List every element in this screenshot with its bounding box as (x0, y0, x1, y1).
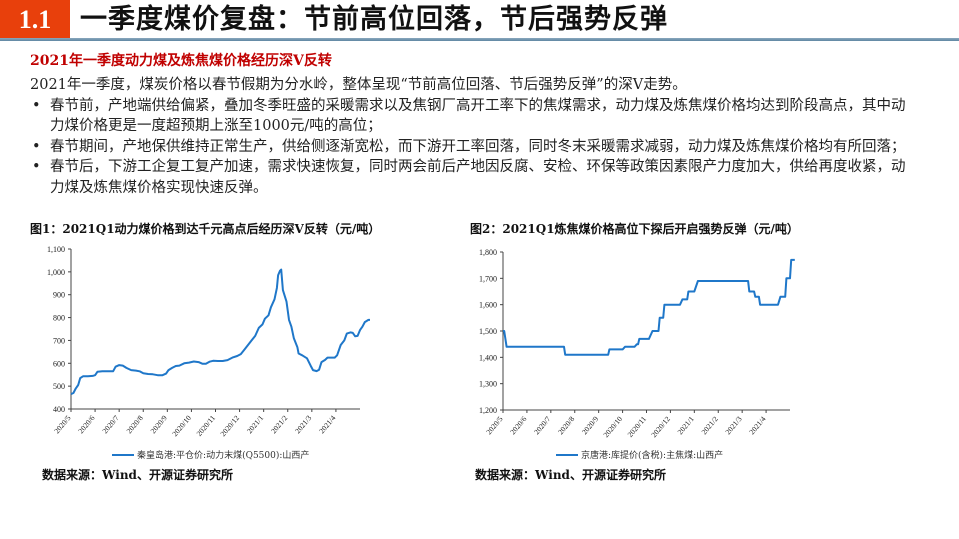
svg-text:2020/6: 2020/6 (508, 414, 528, 436)
svg-text:2021/4: 2021/4 (747, 414, 767, 436)
bullet-list: 春节前，产地端供给偏紧，叠加冬季旺盛的采暖需求以及焦钢厂高开工率下的焦煤需求，动… (30, 96, 910, 199)
svg-text:2020/11: 2020/11 (626, 414, 649, 439)
svg-text:2020/8: 2020/8 (556, 414, 576, 436)
figure-1-source: 数据来源：Wind、开源证券研究所 (42, 468, 233, 482)
intro-paragraph: 2021年一季度，煤炭价格以春节假期为分水岭，整体呈现“节前高位回落、节后强势反… (30, 77, 687, 93)
figure-2-title: 图2：2021Q1炼焦煤价格高位下探后开启强势反弹（元/吨） (470, 222, 799, 236)
svg-text:1,000: 1,000 (47, 268, 65, 277)
chart-thermal-coal-price: 400 500 600 700 800 900 1,000 1,100 2020/5 2020/6… (47, 245, 370, 438)
legend-line-icon (556, 453, 578, 456)
svg-text:2021/3: 2021/3 (293, 413, 313, 435)
svg-text:1,200: 1,200 (479, 406, 497, 415)
svg-text:500: 500 (53, 382, 65, 391)
chart-2-legend: 京唐港:库提价(含税):主焦煤:山西产 (556, 448, 723, 461)
body-text: 2021年一季度，煤炭价格以春节假期为分水岭，整体呈现“节前高位回落、节后强势反… (30, 75, 910, 198)
svg-text:600: 600 (53, 359, 65, 368)
svg-text:1,400: 1,400 (479, 353, 497, 362)
legend-label: 秦皇岛港:平仓价:动力末煤(Q5500):山西产 (137, 451, 310, 461)
svg-text:1,600: 1,600 (479, 301, 497, 310)
svg-text:2020/5: 2020/5 (484, 414, 504, 436)
svg-text:2021/3: 2021/3 (723, 414, 743, 436)
svg-text:2020/7: 2020/7 (532, 414, 552, 436)
svg-text:2021/1: 2021/1 (676, 414, 696, 436)
svg-text:1,100: 1,100 (47, 245, 65, 254)
svg-text:1,300: 1,300 (479, 380, 497, 389)
bullet-item: 春节前，产地端供给偏紧，叠加冬季旺盛的采暖需求以及焦钢厂高开工率下的焦煤需求，动… (30, 96, 910, 137)
chart-coking-coal-price: 1,200 1,300 1,400 1,500 1,600 1,700 1,800 2020/… (479, 248, 795, 439)
svg-text:2021/2: 2021/2 (269, 413, 289, 435)
svg-text:2020/10: 2020/10 (170, 413, 193, 438)
svg-text:2020/7: 2020/7 (100, 413, 120, 435)
figure-2-source: 数据来源：Wind、开源证券研究所 (475, 468, 666, 482)
svg-text:2021/4: 2021/4 (317, 413, 337, 435)
svg-text:1,800: 1,800 (479, 248, 497, 257)
svg-text:2020/8: 2020/8 (124, 413, 144, 435)
legend-label: 京唐港:库提价(含税):主焦煤:山西产 (581, 451, 724, 461)
svg-text:2020/9: 2020/9 (149, 413, 169, 435)
section-number-badge: 1.1 (0, 0, 70, 39)
bullet-item: 春节后，下游工企复工复产加速，需求快速恢复，同时两会前后产地因反腐、安检、环保等… (30, 157, 910, 198)
svg-text:400: 400 (53, 405, 65, 414)
figure-1-title: 图1：2021Q1动力煤价格到达千元高点后经历深V反转（元/吨） (30, 222, 381, 236)
legend-line-icon (112, 453, 134, 456)
svg-text:2020/5: 2020/5 (52, 413, 72, 435)
svg-text:2020/9: 2020/9 (580, 414, 600, 436)
svg-text:700: 700 (53, 336, 65, 345)
svg-text:1,700: 1,700 (479, 274, 497, 283)
svg-text:2020/12: 2020/12 (649, 414, 672, 439)
section-subheading: 2021年一季度动力煤及炼焦煤价格经历深V反转 (30, 53, 332, 69)
svg-text:2020/10: 2020/10 (601, 414, 624, 439)
header-divider (0, 38, 959, 41)
svg-text:2021/2: 2021/2 (699, 414, 719, 436)
svg-text:2020/11: 2020/11 (195, 413, 218, 438)
svg-text:900: 900 (53, 291, 65, 300)
page-title: 一季度煤价复盘：节前高位回落，节后强势反弹 (80, 4, 668, 35)
svg-text:2021/1: 2021/1 (245, 413, 265, 435)
svg-text:800: 800 (53, 314, 65, 323)
svg-text:2020/12: 2020/12 (218, 413, 241, 438)
svg-text:1,500: 1,500 (479, 327, 497, 336)
bullet-item: 春节期间，产地保供维持正常生产，供给侧逐渐宽松，而下游开工率回落，同时冬末采暖需… (30, 137, 910, 158)
chart-1-legend: 秦皇岛港:平仓价:动力末煤(Q5500):山西产 (112, 448, 309, 461)
svg-text:2020/6: 2020/6 (76, 413, 96, 435)
